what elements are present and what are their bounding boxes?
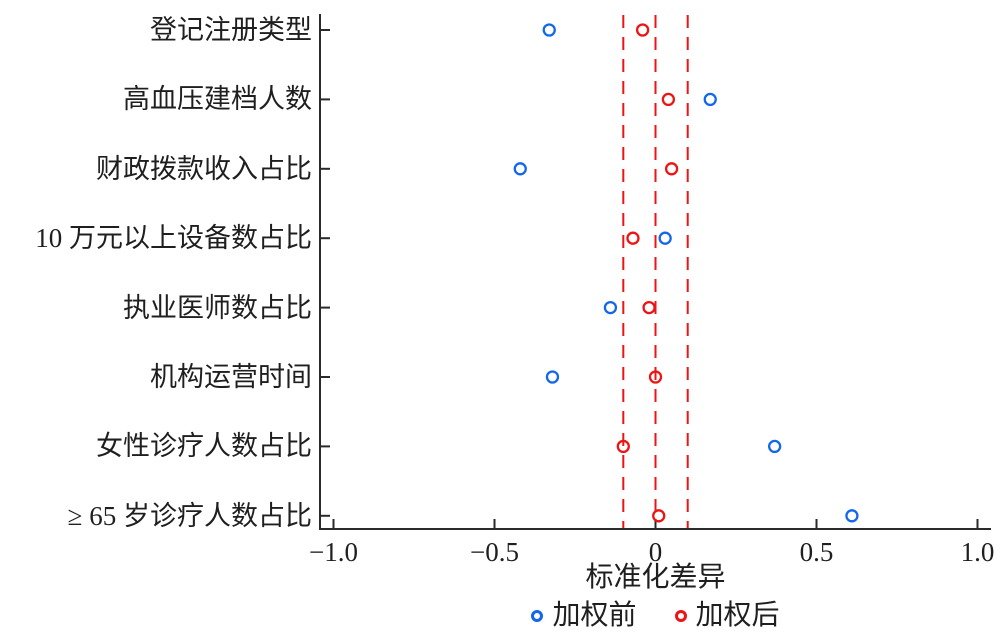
legend-label: 加权后	[695, 600, 780, 631]
data-point	[616, 439, 630, 454]
chart-legend: 加权前 加权后	[320, 599, 991, 633]
category-label: 执业医师数占比	[123, 292, 312, 323]
x-axis-title: 标准化差异	[585, 562, 726, 593]
category-label: 10 万元以上设备数占比	[35, 223, 312, 254]
x-tick-label: 0	[648, 537, 663, 567]
data-point	[635, 23, 650, 37]
x-tick-label: 1.0	[960, 537, 995, 567]
open-circle-marker-icon	[531, 610, 544, 622]
x-tick-label: −1.0	[309, 537, 358, 567]
data-point	[603, 300, 618, 315]
legend-item: 加权后	[674, 599, 780, 633]
data-point	[767, 439, 782, 454]
data-point	[658, 231, 672, 245]
data-point	[626, 231, 640, 245]
category-label: 登记注册类型	[150, 15, 312, 45]
data-point	[664, 162, 679, 176]
category-label: 高血压建档人数	[123, 84, 312, 115]
data-point	[513, 162, 527, 176]
data-point	[542, 23, 556, 37]
category-label: 女性诊疗人数占比	[96, 431, 312, 462]
x-tick-label: 0.5	[799, 537, 834, 567]
data-point	[652, 509, 666, 523]
legend-item: 加权前	[531, 599, 637, 633]
category-label: 财政拨款收入占比	[96, 153, 312, 184]
data-point	[648, 370, 663, 384]
category-label: ≥ 65 岁诊疗人数占比	[67, 500, 312, 531]
data-point	[545, 370, 560, 384]
data-point	[845, 509, 859, 523]
x-tick-label: −0.5	[470, 537, 519, 567]
legend-label: 加权前	[552, 600, 637, 631]
data-point	[661, 92, 676, 107]
data-point	[642, 300, 656, 315]
category-label: 机构运营时间	[150, 362, 312, 392]
data-point	[703, 92, 717, 107]
open-circle-marker-icon	[674, 610, 687, 622]
